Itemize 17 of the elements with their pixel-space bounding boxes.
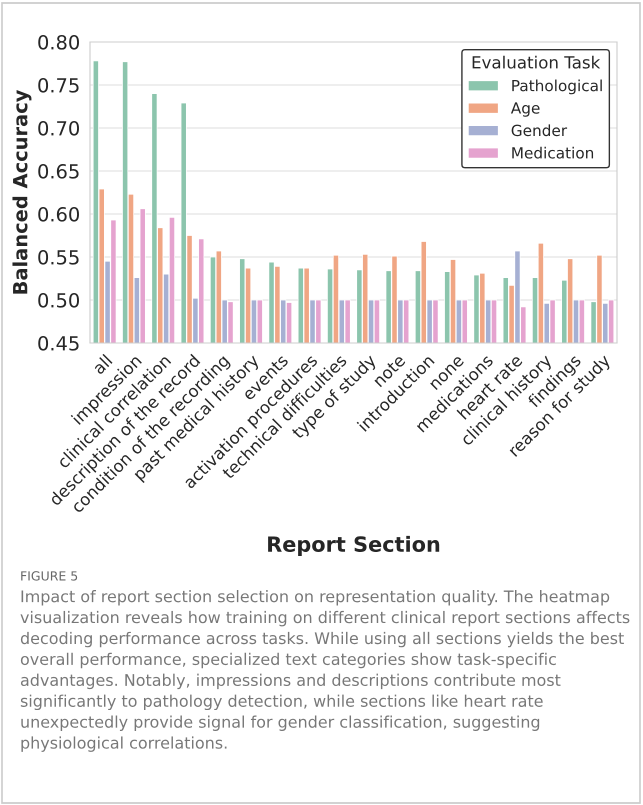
y-tick-label: 0.55 <box>38 250 79 265</box>
text: Impact of report section selection on representation quality. The heatmap visualization reveals how training on different clinical report sections affects decoding performance across tasks. While using all sections yields the best overall performance, specialized text categories show task-specific advantages. Notably, impressions and descriptions contribute most significantly to pathology detection, while sections like heart rate unexpectedly provide signal for gender classification, suggesting physiological correlations. <box>20 590 630 752</box>
x-axis-title: Report Section <box>268 536 440 556</box>
y-tick-label: 0.45 <box>38 336 79 351</box>
y-tick-label: 0.70 <box>38 120 79 136</box>
legend-label: Age <box>510 102 540 117</box>
y-tick-label: 0.60 <box>38 206 79 222</box>
legend-label: Medication <box>512 146 594 159</box>
caption: FIGURE 5 <box>21 571 78 581</box>
legend-label: Pathological <box>512 80 602 94</box>
y-tick-label: 0.50 <box>38 292 79 308</box>
legend-title: Evaluation Task <box>472 56 600 69</box>
y-tick-label: 0.80 <box>38 34 79 50</box>
y-tick-label: 0.65 <box>38 164 79 179</box>
y-tick-label: 0.75 <box>38 78 79 93</box>
legend-label: Gender <box>512 124 568 136</box>
y-axis-title: Balanced Accuracy <box>12 90 32 294</box>
